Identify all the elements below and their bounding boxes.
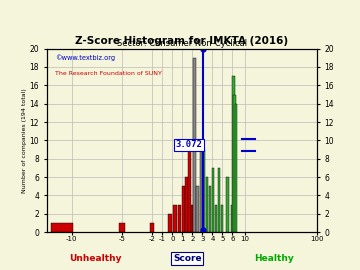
Bar [174, 205, 177, 232]
Bar [51, 223, 72, 232]
Bar [203, 150, 205, 232]
Bar [221, 205, 223, 232]
Bar [209, 186, 211, 232]
Bar [197, 186, 199, 232]
Bar [119, 223, 126, 232]
Bar [193, 58, 196, 232]
Bar [185, 177, 188, 232]
Title: Z-Score Histogram for IMKTA (2016): Z-Score Histogram for IMKTA (2016) [75, 36, 288, 46]
Bar [215, 205, 217, 232]
Text: Unhealthy: Unhealthy [69, 254, 122, 263]
Text: The Research Foundation of SUNY: The Research Foundation of SUNY [55, 71, 162, 76]
Text: ©www.textbiz.org: ©www.textbiz.org [55, 54, 115, 61]
Text: Healthy: Healthy [254, 254, 293, 263]
Text: Score: Score [173, 254, 202, 263]
Bar [191, 205, 193, 232]
Bar [178, 205, 181, 232]
Bar [234, 94, 236, 232]
Bar [199, 150, 202, 232]
Bar [150, 223, 154, 232]
Bar [181, 186, 185, 232]
Bar [206, 177, 208, 232]
Bar [212, 168, 214, 232]
Bar [218, 168, 220, 232]
Text: 3.072: 3.072 [175, 140, 202, 150]
Bar [189, 150, 191, 232]
Bar [231, 205, 234, 232]
Text: Sector: Consumer Non-Cyclical: Sector: Consumer Non-Cyclical [117, 39, 247, 48]
Bar [168, 214, 172, 232]
Bar [232, 76, 235, 232]
Y-axis label: Number of companies (194 total): Number of companies (194 total) [22, 88, 27, 193]
Bar [226, 177, 229, 232]
Bar [235, 104, 237, 232]
